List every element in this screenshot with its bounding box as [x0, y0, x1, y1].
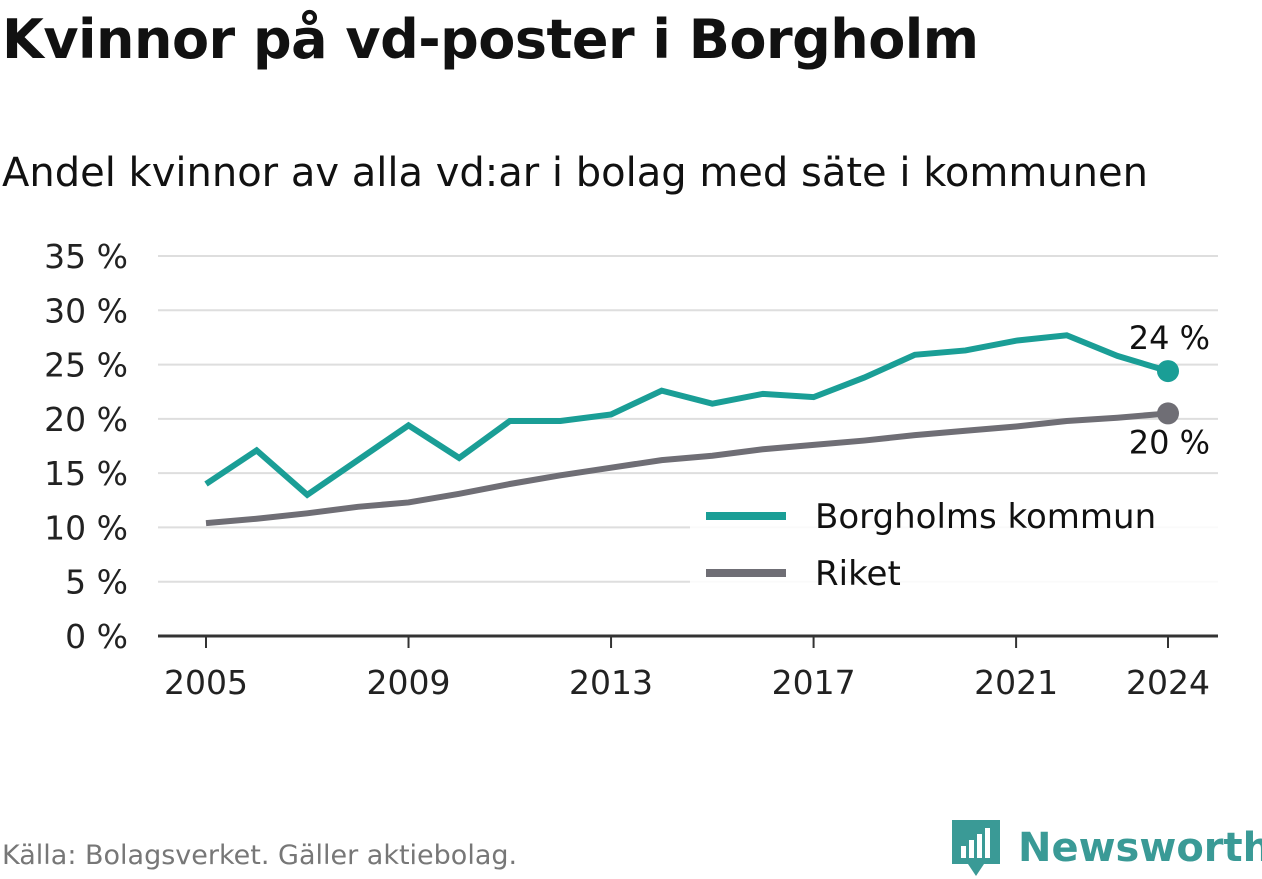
y-tick-label: 5 %: [65, 563, 128, 602]
source-note: Källa: Bolagsverket. Gäller aktiebolag.: [2, 840, 518, 871]
legend-background: [690, 484, 1218, 602]
y-tick-label: 30 %: [44, 291, 128, 330]
x-tick-label: 2013: [569, 663, 653, 702]
brand-logo: Newsworthy: [950, 818, 1262, 878]
series-end-label: 24 %: [1129, 319, 1210, 357]
series-end-point: [1157, 360, 1179, 383]
series-line: [204, 332, 1169, 499]
y-tick-label: 35 %: [44, 237, 128, 276]
chart-title: Kvinnor på vd-poster i Borgholm: [2, 8, 979, 71]
newsworthy-logo-icon: [952, 820, 1000, 876]
x-tick-label: 2017: [772, 663, 856, 702]
legend: Borgholms kommun Riket: [690, 484, 1218, 602]
x-tick-label: 2024: [1126, 663, 1210, 702]
y-tick-label: 10 %: [44, 508, 128, 547]
y-tick-label: 20 %: [44, 400, 128, 439]
y-axis-ticks: 0 % 5 % 10 % 15 % 20 % 25 % 30 % 35 %: [44, 237, 128, 656]
x-tick-label: 2005: [164, 663, 248, 702]
grid-lines: [158, 255, 1218, 583]
chart-subtitle: Andel kvinnor av alla vd:ar i bolag med …: [2, 150, 1148, 196]
legend-label: Riket: [815, 554, 901, 594]
y-tick-label: 15 %: [44, 454, 128, 493]
legend-label: Borgholms kommun: [815, 497, 1156, 537]
series-end-point: [1157, 402, 1179, 425]
x-tick-label: 2021: [974, 663, 1058, 702]
x-tick-label: 2009: [367, 663, 451, 702]
y-tick-label: 0 %: [65, 617, 128, 656]
y-tick-label: 25 %: [44, 346, 128, 385]
series-group: 20 % 24 %: [204, 319, 1210, 527]
brand-name: Newsworthy: [1018, 825, 1262, 871]
series-end-label: 20 %: [1129, 423, 1210, 461]
series-line: [205, 410, 1169, 527]
x-axis-ticks: 2005 2009 2013 2017 2021 2024: [164, 636, 1210, 702]
